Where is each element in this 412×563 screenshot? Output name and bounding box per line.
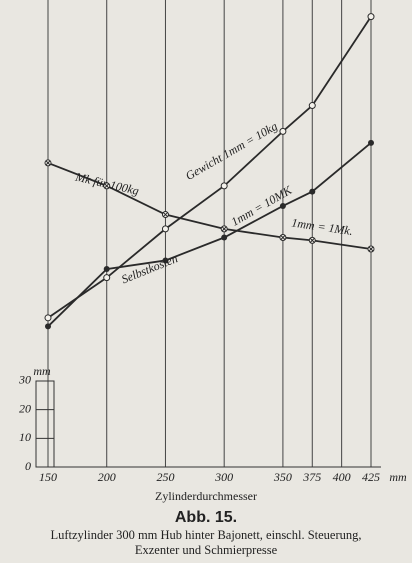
marker xyxy=(45,323,51,330)
y-tick-label: 10 xyxy=(19,430,31,444)
x-tick-label: 350 xyxy=(273,470,292,484)
marker xyxy=(103,274,111,282)
marker-cross xyxy=(280,235,286,240)
x-tick-label: 400 xyxy=(333,470,351,484)
marker-cross xyxy=(309,238,315,243)
marker xyxy=(368,139,374,146)
y-tick-label: 30 xyxy=(18,373,31,387)
marker-cross xyxy=(45,160,51,166)
marker-cross xyxy=(368,246,374,252)
marker xyxy=(309,188,316,195)
marker xyxy=(308,102,316,110)
marker xyxy=(279,127,287,135)
figure-label: Abb. 15. xyxy=(175,509,237,526)
x-tick-label: 150 xyxy=(39,470,57,484)
y-tick-label: 0 xyxy=(25,459,31,473)
marker-cross xyxy=(163,212,168,217)
caption-line: Exzenter und Schmierpresse xyxy=(135,543,278,557)
marker xyxy=(103,266,110,273)
x-tick-label: 425 xyxy=(362,470,380,484)
x-tick-label: 200 xyxy=(98,470,116,484)
marker xyxy=(367,13,375,21)
caption-line: Luftzylinder 300 mm Hub hinter Bajonett,… xyxy=(50,528,361,542)
marker-cross xyxy=(221,226,227,232)
marker xyxy=(220,182,228,190)
y-unit: mm xyxy=(33,364,51,378)
x-axis-title: Zylinderdurchmesser xyxy=(155,489,257,503)
x-tick-label: 375 xyxy=(302,470,321,484)
x-tick-label: 300 xyxy=(214,470,233,484)
marker xyxy=(162,257,169,264)
marker xyxy=(279,202,286,209)
marker xyxy=(44,314,52,322)
marker xyxy=(221,234,228,241)
y-tick-label: 20 xyxy=(19,401,31,415)
marker xyxy=(161,225,169,233)
marker-cross xyxy=(104,183,110,189)
x-unit: mm xyxy=(389,470,407,484)
x-tick-label: 250 xyxy=(156,470,174,484)
